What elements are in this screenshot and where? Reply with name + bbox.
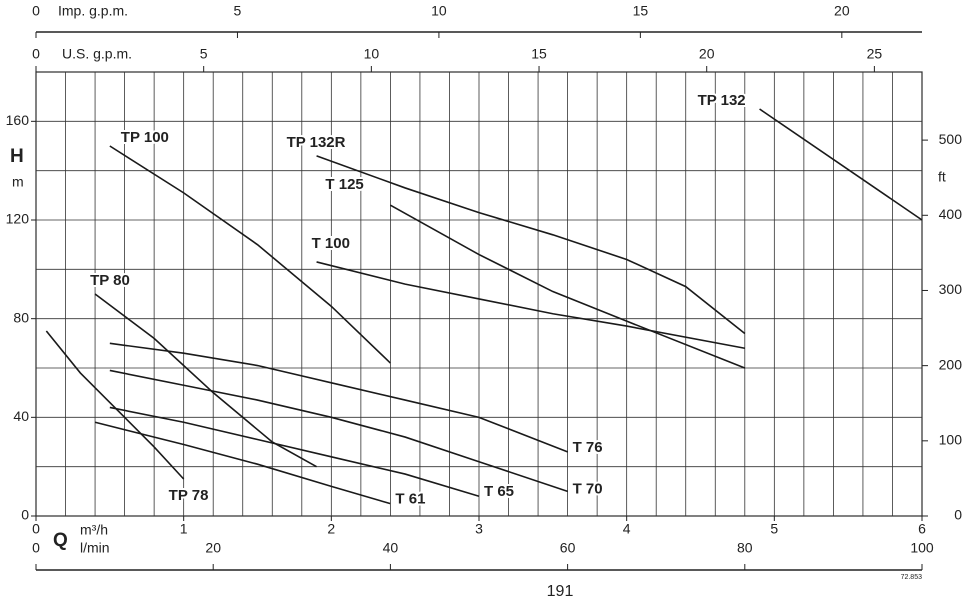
y-tick-label: 160 xyxy=(6,112,30,128)
x_lmin-tick-label: 100 xyxy=(910,540,934,556)
x-tick-label: 5 xyxy=(770,521,778,537)
y2-tick-label: 500 xyxy=(939,131,963,147)
x_lmin-tick-label: 20 xyxy=(205,540,221,556)
x_lmin-tick-label: 80 xyxy=(737,540,753,556)
x-tick-label: 6 xyxy=(918,521,926,537)
y-tick-label: 0 xyxy=(21,507,29,523)
page-number: 191 xyxy=(547,583,574,600)
curve-label: T 100 xyxy=(312,235,350,252)
y-tick-label: 40 xyxy=(13,408,29,424)
y-unit: m xyxy=(12,174,24,190)
x_imp-tick-label: 0 xyxy=(32,3,40,19)
y2-tick-label: 100 xyxy=(939,432,963,448)
curve-label: TP 78 xyxy=(169,487,209,504)
curve xyxy=(94,421,391,505)
lmin-label: l/min xyxy=(80,540,110,556)
imp-axis-label: Imp. g.p.m. xyxy=(58,3,128,19)
y-label: H xyxy=(10,146,24,167)
curve-label: TP 100 xyxy=(121,129,169,146)
curve-label: T 76 xyxy=(573,439,603,456)
y2-tick-label: 200 xyxy=(939,356,963,372)
x-tick-label: 4 xyxy=(623,521,631,537)
curve xyxy=(109,406,480,498)
curve xyxy=(109,342,568,453)
x_lmin-tick-label: 60 xyxy=(560,540,576,556)
curve-label: T 125 xyxy=(325,176,363,193)
x_us-tick-label: 25 xyxy=(867,46,883,62)
x-tick-label: 3 xyxy=(475,521,483,537)
curve xyxy=(316,261,745,350)
x_imp-tick-label: 10 xyxy=(431,3,447,19)
curve xyxy=(759,108,923,221)
curve-label: TP 132R xyxy=(287,134,346,151)
x_us-tick-label: 10 xyxy=(364,46,380,62)
x-unit: m³/h xyxy=(80,522,108,538)
x_us-tick-label: 5 xyxy=(200,46,208,62)
curve xyxy=(45,330,185,480)
curve xyxy=(109,369,568,493)
x_us-tick-label: 0 xyxy=(32,46,40,62)
x_us-tick-label: 15 xyxy=(531,46,547,62)
curve-label: T 70 xyxy=(573,480,603,497)
x-tick-label: 1 xyxy=(180,521,188,537)
x-tick-label: 2 xyxy=(327,521,335,537)
x_lmin-tick-label: 0 xyxy=(32,540,40,556)
curve xyxy=(390,204,746,369)
us-axis-label: U.S. g.p.m. xyxy=(62,46,132,62)
curve-label: TP 80 xyxy=(90,272,130,289)
y2-tick-label: 0 xyxy=(954,507,962,523)
y-tick-label: 80 xyxy=(13,309,29,325)
curve xyxy=(109,145,391,364)
curve-label: TP 132 xyxy=(698,92,746,109)
x_imp-tick-label: 5 xyxy=(234,3,242,19)
curve xyxy=(316,155,746,335)
curve-label: T 61 xyxy=(395,491,425,508)
y-tick-label: 120 xyxy=(6,211,30,227)
y2-tick-label: 400 xyxy=(939,206,963,222)
y2-unit: ft xyxy=(938,169,946,185)
x_imp-tick-label: 15 xyxy=(633,3,649,19)
y2-tick-label: 300 xyxy=(939,281,963,297)
x_imp-tick-label: 20 xyxy=(834,3,850,19)
curve-label: T 65 xyxy=(484,483,514,500)
x-symbol: Q xyxy=(53,530,68,551)
x_us-tick-label: 20 xyxy=(699,46,715,62)
curve xyxy=(94,293,317,468)
x_lmin-tick-label: 40 xyxy=(383,540,399,556)
x-tick-label: 0 xyxy=(32,521,40,537)
code: 72.853 xyxy=(901,574,923,581)
